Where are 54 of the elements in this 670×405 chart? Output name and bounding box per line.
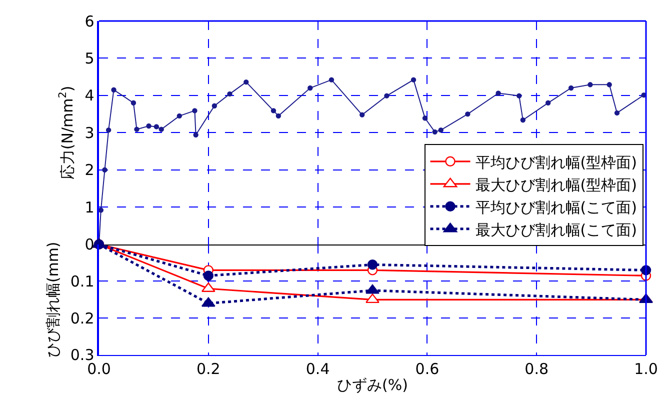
- point: [276, 113, 282, 119]
- x-tick-label: 0.2: [196, 360, 220, 378]
- point: [438, 127, 444, 133]
- legend-label: 最大ひび割れ幅(型枠面): [475, 176, 637, 194]
- point: [465, 111, 470, 117]
- x-tick-label: 0.6: [415, 360, 440, 378]
- x-tick-label: 0.4: [306, 360, 330, 378]
- y-tick-label: 5: [84, 49, 94, 68]
- point: [422, 116, 428, 121]
- y-tick-label: 0.2: [70, 309, 94, 328]
- x-tick-label: 0.0: [87, 360, 111, 378]
- point: [176, 113, 182, 119]
- point: [432, 129, 438, 135]
- point: [106, 127, 112, 133]
- point: [111, 87, 116, 92]
- y-tick-label: 0: [84, 236, 94, 254]
- point: [614, 110, 620, 116]
- point: [154, 124, 160, 130]
- x-tick-label: 0.8: [524, 360, 549, 378]
- y-tick-label: 0.1: [70, 272, 94, 290]
- point: [193, 132, 198, 138]
- point: [192, 108, 198, 114]
- legend-label: 最大ひび割れ幅(こて面): [475, 220, 637, 239]
- point: [328, 77, 334, 82]
- point: [606, 82, 612, 88]
- y-tick-label: 2: [84, 161, 94, 180]
- y-axis-title: ひび割れ幅(mm): [44, 242, 62, 358]
- point: [410, 77, 416, 82]
- point: [360, 112, 365, 118]
- legend-label: 平均ひび割れ幅(型枠面): [475, 153, 637, 172]
- y-tick-label: 3: [84, 124, 94, 142]
- point: [545, 100, 551, 106]
- point: [212, 103, 218, 108]
- point: [308, 85, 313, 91]
- point: [496, 90, 501, 96]
- point: [520, 117, 526, 123]
- x-tick-label: 1.0: [634, 360, 658, 378]
- point: [102, 167, 108, 172]
- point: [516, 93, 522, 98]
- point: [244, 79, 249, 85]
- y-tick-label: 4: [84, 86, 94, 105]
- point: [384, 93, 390, 98]
- point: [227, 91, 232, 97]
- x-axis-title: ひずみ(%): [337, 376, 408, 394]
- point: [568, 85, 574, 91]
- y-tick-label: 1: [84, 198, 94, 216]
- point: [158, 126, 164, 132]
- legend-label: 平均ひび割れ幅(こて面): [475, 198, 637, 216]
- point: [270, 108, 276, 114]
- y-tick-label: 6: [84, 12, 94, 30]
- point: [134, 126, 140, 132]
- point: [588, 82, 593, 88]
- point: [130, 100, 136, 106]
- point: [146, 123, 152, 129]
